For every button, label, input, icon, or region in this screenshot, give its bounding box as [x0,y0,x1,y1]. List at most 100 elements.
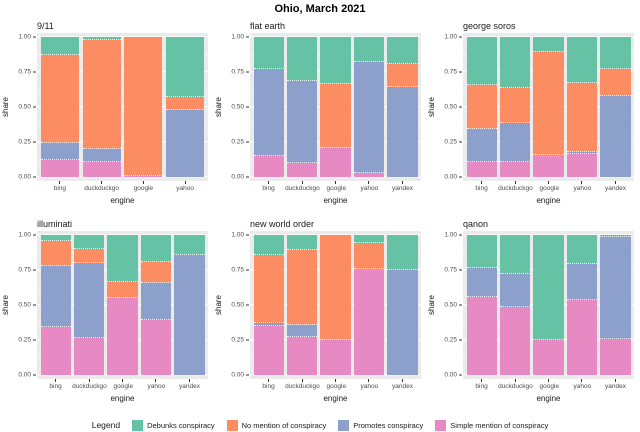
stacked-bar-bing [40,37,79,177]
x-axis-label: engine [323,394,348,403]
bar-segment [140,262,172,284]
gridlines [37,36,208,178]
x-tick-label: bing [49,383,62,390]
bar-slot [173,235,206,375]
x-tick-label: yandex [604,185,626,192]
y-tick-text: 0.25 [444,138,457,146]
x-tick-slot [465,181,498,184]
x-tick-mark [335,181,337,184]
y-tick-label: 0.00 [18,372,36,379]
facet-title: new world order [250,219,315,229]
y-tick-mark [33,269,36,271]
bar-segment [566,235,598,264]
x-tick-mark [55,379,57,382]
bar-segment [174,235,205,256]
y-tick-label: 0.75 [444,69,462,76]
y-tick-text: 1.00 [231,33,244,41]
plot-row: share 1.00 0.75 0.50 0.25 0.00 [0,33,213,181]
stacked-bar-google [533,235,564,375]
y-tick-mark [33,141,36,143]
x-tick-slot [285,181,318,184]
y-tick-text: 1.00 [231,231,244,239]
y-tick-mark [459,374,462,376]
x-axis-label: engine [536,394,561,403]
bar-segment [566,83,598,152]
bar-slot [164,37,206,177]
legend-item: Simple mention of conspiracy [435,419,548,431]
plot-row: share 1.00 0.75 0.50 0.25 0.00 [426,33,639,181]
bar-segment [107,298,138,375]
legend-swatch [226,419,238,431]
x-tick-label: yahoo [360,383,379,390]
plot-area [250,33,421,181]
bar-segment [40,142,79,161]
bar-slot [319,37,352,177]
bar-segment [466,128,497,162]
bar-segment [566,153,598,177]
bar-slot [599,37,632,177]
legend-item: No mention of conspiracy [226,419,326,431]
y-axis-label: share [1,295,10,316]
gridline-minor [37,159,208,160]
y-tick-label: 1.00 [231,232,249,239]
x-tick-mark [614,379,616,382]
x-tick-label: yahoo [573,383,592,390]
y-tick-label: 0.50 [18,104,36,111]
x-axis-label: engine [110,394,135,403]
x-axis-tick-labels: bing duckduckgo google yahoo yandex [463,184,634,194]
gridline-major [250,36,421,38]
bar-segment [320,340,351,375]
gridline-major [37,234,208,236]
x-tick-label: duckduckgo [84,185,119,192]
bar-segment [600,339,631,375]
bar-segment [166,109,205,177]
bar-segment [499,307,531,375]
x-tick-slot [352,379,385,382]
bar-segment [40,55,79,143]
y-tick-text: 0.50 [444,301,457,309]
x-tick-mark [155,379,157,382]
x-tick-slot [386,379,419,382]
x-tick-label: bing [262,383,275,390]
bar-slot [498,37,531,177]
bar-segment [320,37,351,84]
x-tick-label: bing [475,383,488,390]
y-tick-label: 1.00 [444,34,462,41]
stacked-bar-duckduckgo [73,235,105,375]
y-tick-mark [246,339,249,341]
y-tick-mark [459,304,462,306]
y-tick-mark [246,36,249,38]
x-tick-slot [565,181,598,184]
stacked-bar-yahoo [140,235,172,375]
bar-segment [566,300,598,375]
x-axis-label: engine [110,196,135,205]
x-tick-mark [614,181,616,184]
x-tick-mark [368,181,370,184]
legend-item-label: Promotes conspiracy [353,420,424,430]
y-tick-label: 0.25 [231,337,249,344]
x-tick-label: duckduckgo [285,185,320,192]
bar-segment [253,254,284,324]
bar-segment [466,84,497,129]
x-tick-slot [252,181,285,184]
stacked-bar-google [320,37,351,177]
x-tick-mark [581,379,583,382]
bar-segment [466,161,497,177]
y-tick-mark [246,304,249,306]
bars [37,37,208,177]
y-tick-text: 0.00 [231,173,244,181]
y-tick-label: 0.50 [18,302,36,309]
y-tick-text: 0.50 [231,103,244,111]
y-tick-mark [33,36,36,38]
x-tick-mark [548,379,550,382]
bar-slot [139,235,172,375]
bar-segment [320,235,351,340]
bar-slot [39,37,81,177]
y-axis-ticks: 1.00 0.75 0.50 0.25 0.00 [437,231,463,379]
x-tick-label: bing [262,185,275,192]
y-tick-text: 0.50 [18,301,31,309]
bar-segment [387,87,418,177]
y-axis-ticks: 1.00 0.75 0.50 0.25 0.00 [11,231,37,379]
y-tick-text: 0.75 [444,68,457,76]
bar-segment [40,160,79,177]
